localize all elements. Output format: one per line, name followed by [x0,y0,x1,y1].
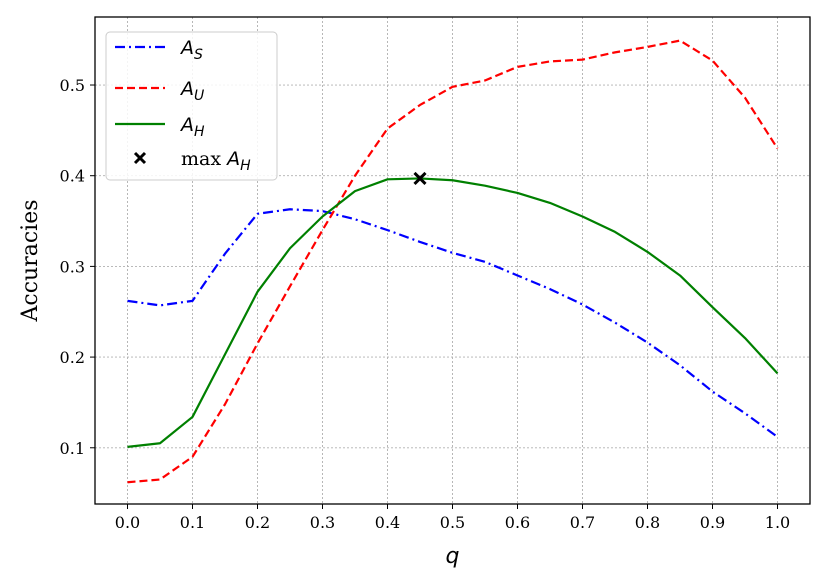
max-marker [413,171,427,185]
legend-label: AS [179,37,203,63]
legend-label: AH [179,114,205,140]
legend-box [105,31,278,181]
legend-marker-swatch [133,151,147,165]
x-tick-label: 0.4 [375,513,400,532]
series-line-a-u [127,39,779,484]
x-tick-label: 0.6 [505,513,530,532]
y-tick-label: 0.4 [60,167,85,186]
y-tick-label: 0.1 [60,439,85,458]
x-axis-label: q [446,544,460,569]
x-tick-label: 0.5 [440,513,465,532]
x-tick-label: 0.0 [115,513,140,532]
x-tick-label: 0.7 [570,513,595,532]
series-line-a-h [127,177,779,448]
series-layer [127,39,779,484]
x-tick-label: 0.3 [310,513,335,532]
legend-label-sub: S [194,47,203,63]
x-tick-label: 1.0 [765,513,790,532]
legend-label-main: A [179,114,194,136]
legend-label-main: A [179,37,194,59]
legend-label-main: A [179,78,194,100]
legend-label: max AH [181,148,251,174]
legend-label-prefix: max [181,148,221,170]
x-tick-label: 0.9 [700,513,725,532]
y-tick-label: 0.3 [60,257,85,276]
legend-label-sub: H [194,124,205,140]
legend-label-sub: H [240,158,251,174]
x-tick-label: 0.2 [245,513,270,532]
x-tick-label: 0.8 [635,513,660,532]
legend-label: AU [179,78,204,104]
y-tick-label: 0.5 [60,76,85,95]
x-tick-label: 0.1 [180,513,205,532]
y-tick-label: 0.2 [60,348,85,367]
legend-label-main: A [225,148,240,170]
series-line-a-s [127,208,779,438]
y-axis-label: Accuracies [18,200,43,323]
grid [95,17,810,504]
ticks: 0.0 0.1 0.2 0.3 0.4 0.5 0.6 0.7 0.8 0.9 1.0 0.1 0.2 0… [60,76,791,532]
marker-layer [413,171,427,185]
legend-label-sub: U [194,88,204,104]
